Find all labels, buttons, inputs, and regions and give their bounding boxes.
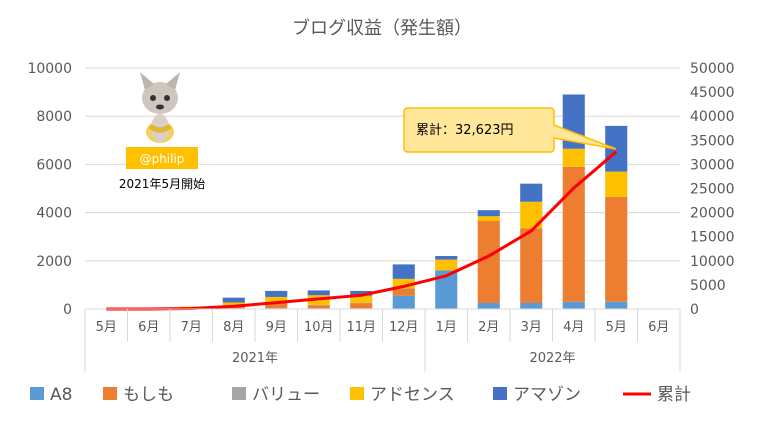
y-left-tick-label: 10000 bbox=[27, 61, 72, 77]
bar-segment bbox=[392, 295, 415, 309]
bar-segment bbox=[435, 259, 458, 271]
y-right-tick-label: 45000 bbox=[690, 85, 735, 101]
x-axis: 5月 6月 7月 8月 9月 10月 11月 12月 1月 2月 3月 4月 5月 6月 2021年 2022… bbox=[84, 308, 681, 372]
y-left-tick-label: 6000 bbox=[36, 157, 72, 173]
legend-swatch bbox=[103, 387, 117, 400]
y-right-tick-label: 20000 bbox=[690, 206, 735, 222]
bar-segment bbox=[520, 183, 543, 202]
bar-segment bbox=[605, 125, 628, 172]
bar-segment bbox=[477, 216, 500, 222]
bar-segment bbox=[392, 264, 415, 279]
y-right-tick-label: 15000 bbox=[690, 230, 735, 246]
y-right-tick-label: 5000 bbox=[690, 278, 726, 294]
x-category-label: 5月 bbox=[606, 320, 627, 335]
bar-segment bbox=[350, 290, 373, 296]
bar-segment bbox=[350, 295, 373, 303]
x-category-label: 9月 bbox=[266, 320, 287, 335]
bar-segment bbox=[307, 290, 330, 296]
legend-swatch bbox=[350, 387, 364, 400]
y-right-tick-label: 0 bbox=[690, 302, 699, 318]
x-category-label: 6月 bbox=[648, 320, 669, 335]
badge-text: @philip bbox=[140, 152, 185, 166]
legend-swatch bbox=[493, 387, 507, 400]
bar-segment bbox=[520, 201, 543, 229]
bar-segment bbox=[350, 303, 373, 309]
bar-segment bbox=[435, 270, 458, 309]
legend-label: もしも bbox=[123, 385, 174, 405]
y-left-tick-label: 8000 bbox=[36, 109, 72, 125]
bar-segment bbox=[520, 228, 543, 303]
y-right-tick-label: 40000 bbox=[690, 109, 735, 125]
bar-segment bbox=[307, 305, 330, 309]
bar-segment bbox=[562, 166, 585, 302]
y-left-tick-label: 4000 bbox=[36, 206, 72, 222]
start-note: 2021年5月開始 bbox=[119, 177, 205, 191]
y-left-tick-label: 0 bbox=[63, 302, 72, 318]
bar-segment bbox=[392, 278, 415, 289]
bar-segment bbox=[435, 255, 458, 260]
bar-segment bbox=[222, 297, 245, 303]
y-axis-left: 0 2000 4000 6000 8000 10000 bbox=[27, 61, 72, 318]
bar-segment bbox=[222, 302, 245, 305]
x-category-label: 6月 bbox=[138, 320, 159, 335]
x-category-label: 10月 bbox=[304, 320, 334, 335]
x-category-label: 12月 bbox=[389, 320, 419, 335]
bar-segment bbox=[477, 210, 500, 217]
x-category-label: 11月 bbox=[346, 320, 376, 335]
x-category-label: 4月 bbox=[563, 320, 584, 335]
legend-swatch bbox=[232, 387, 246, 400]
y-right-tick-label: 35000 bbox=[690, 133, 735, 149]
x-category-label: 1月 bbox=[436, 320, 457, 335]
bar-segment bbox=[562, 148, 585, 167]
legend-label: 累計 bbox=[657, 385, 691, 405]
legend-label: アマゾン bbox=[513, 385, 581, 405]
y-right-tick-label: 50000 bbox=[690, 61, 735, 77]
callout-text: 累計：32,623円 bbox=[416, 122, 514, 138]
bar-segment bbox=[605, 196, 628, 302]
legend-swatch bbox=[30, 387, 44, 400]
legend: A8 もしも バリュー アドセンス アマゾン 累計 bbox=[30, 385, 691, 405]
philip-badge: @philip bbox=[126, 147, 198, 169]
legend-label: アドセンス bbox=[370, 385, 455, 405]
bar-segment bbox=[562, 301, 585, 309]
y-right-tick-label: 10000 bbox=[690, 254, 735, 270]
cat-mascot-illustration bbox=[140, 72, 180, 143]
x-category-label: 8月 bbox=[223, 320, 244, 335]
y-right-tick-label: 30000 bbox=[690, 157, 735, 173]
chart-title: ブログ収益（発生額） bbox=[292, 17, 472, 39]
bar-segment bbox=[265, 290, 288, 297]
x-category-label: 7月 bbox=[181, 320, 202, 335]
bar-segment bbox=[392, 288, 415, 296]
bar-segment bbox=[265, 296, 288, 303]
y-axis-right: 0 5000 10000 15000 20000 25000 30000 35000 40000… bbox=[690, 61, 735, 318]
bar-segment bbox=[605, 301, 628, 309]
x-group-label: 2022年 bbox=[529, 351, 575, 366]
x-group-label: 2021年 bbox=[232, 351, 278, 366]
bar-segment bbox=[520, 302, 543, 309]
y-right-tick-label: 25000 bbox=[690, 182, 735, 198]
x-category-label: 2月 bbox=[478, 320, 499, 335]
y-left-tick-label: 2000 bbox=[36, 254, 72, 270]
bars bbox=[180, 94, 628, 309]
cumulative-callout: 累計：32,623円 bbox=[403, 107, 617, 153]
legend-label: A8 bbox=[50, 385, 72, 405]
x-category-label: 5月 bbox=[96, 320, 117, 335]
bar-segment bbox=[265, 303, 288, 309]
x-category-label: 3月 bbox=[521, 320, 542, 335]
legend-label: バリュー bbox=[252, 385, 320, 405]
bar-segment bbox=[477, 221, 500, 303]
bar-segment bbox=[605, 171, 628, 197]
bar-segment bbox=[477, 302, 500, 309]
